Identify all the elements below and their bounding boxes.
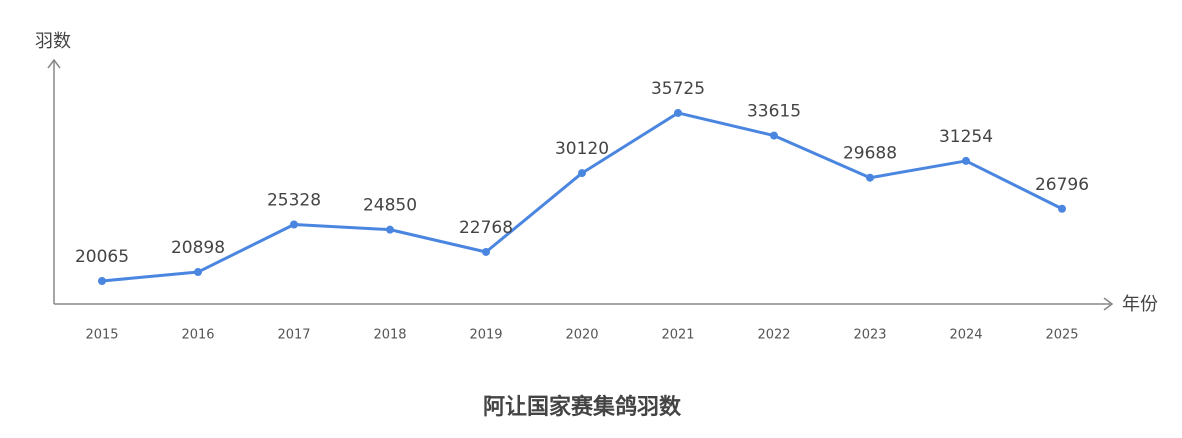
point [770,131,778,140]
point [578,169,586,178]
x-tick-label: 2020 [565,328,598,343]
data-label: 29688 [843,144,897,164]
x-tick-label: 2023 [853,328,886,343]
data-label: 25328 [267,191,321,211]
point [1058,204,1066,213]
point [482,247,490,256]
x-tick-label: 2019 [469,328,502,343]
data-label: 20065 [75,247,129,267]
x-axis-label: 年份 [1122,294,1158,315]
data-label: 35725 [651,79,705,99]
point [866,173,874,182]
point [386,225,394,234]
x-tick-label: 2024 [949,328,982,343]
data-label: 33615 [747,102,801,122]
y-axis-arrow [47,58,61,69]
x-tick-label: 2015 [85,328,118,343]
x-axis-arrow [1103,297,1114,311]
data-label: 30120 [555,139,609,159]
data-label: 22768 [459,218,513,238]
x-tick-label: 2022 [757,328,790,343]
data-label: 31254 [939,127,993,147]
data-label: 26796 [1035,175,1089,195]
y-axis-label: 羽数 [35,31,71,52]
x-tick-label: 2016 [181,328,214,343]
point [98,276,106,285]
x-tick-label: 2021 [661,328,694,343]
point [962,156,970,165]
point [674,108,682,117]
point [194,268,202,277]
x-tick-label: 2017 [277,328,310,343]
x-tick-label: 2018 [373,328,406,343]
data-label: 24850 [363,196,417,216]
chart-title: 阿让国家赛集鸽羽数 [483,394,682,420]
data-label: 20898 [171,238,225,258]
point [290,220,298,229]
x-tick-label: 2025 [1045,328,1078,343]
